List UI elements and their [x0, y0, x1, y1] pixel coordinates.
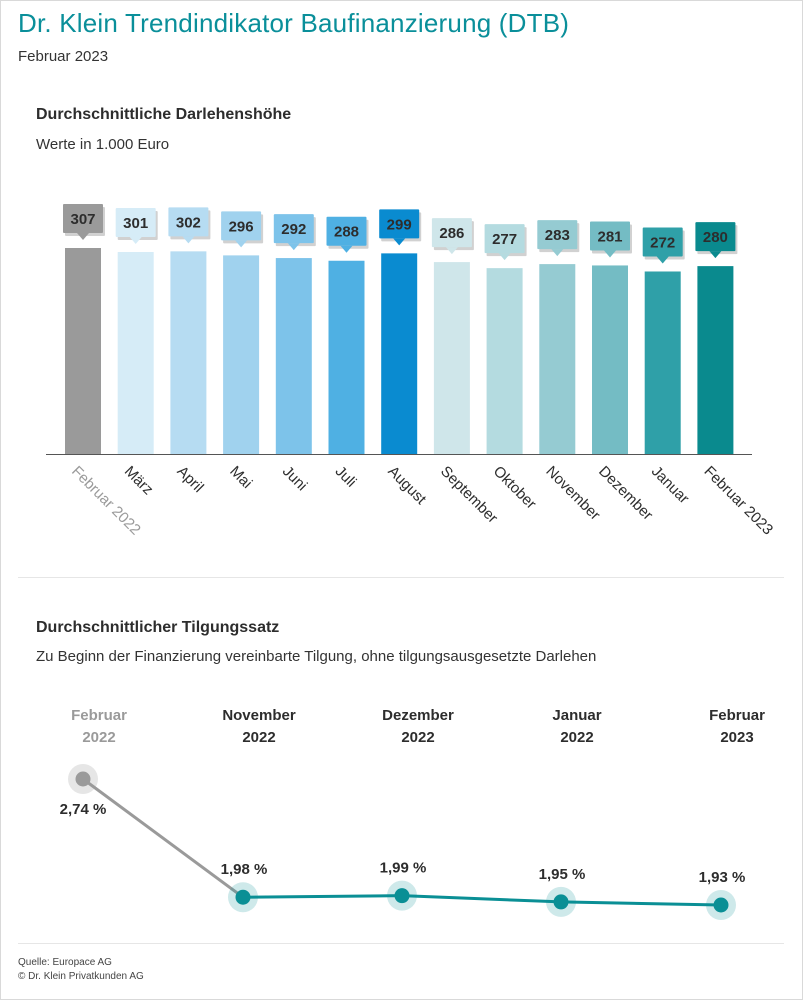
- bar-value-label: 281: [597, 228, 622, 245]
- point-value-label: 1,93 %: [699, 869, 746, 886]
- bar: [223, 255, 260, 454]
- bar-value-label: 283: [545, 227, 570, 244]
- bar: [539, 264, 576, 454]
- data-point: [713, 897, 729, 913]
- callout-box: [431, 218, 472, 248]
- period-label-line1: Dezember: [382, 707, 454, 724]
- callout-pointer: [129, 237, 142, 245]
- callout-box: [115, 208, 156, 238]
- bar: [328, 260, 365, 454]
- callout-box: [63, 204, 103, 233]
- callout-box: [642, 227, 683, 257]
- bar-value-label: 299: [387, 216, 412, 233]
- callout-pointer: [604, 250, 616, 258]
- bar-value-label: 307: [70, 211, 95, 228]
- footer-divider: [18, 943, 784, 944]
- bar-value-label: 302: [176, 214, 201, 231]
- callout-pointer: [393, 238, 406, 246]
- callout-pointer: [498, 253, 511, 261]
- bar-value-callout: 299: [379, 209, 422, 246]
- bar: [644, 271, 681, 454]
- series-line-current: [242, 894, 722, 907]
- line-chart: Februar 2022 November 2022 Dezember 2022 Janua…: [60, 707, 765, 920]
- period-label-line2: 2023: [720, 729, 753, 746]
- callout-box: [221, 211, 262, 241]
- bar-value-callout: 288: [326, 216, 369, 253]
- callout-pointer: [551, 249, 564, 257]
- callout-pointer: [709, 251, 722, 259]
- callout-pointer: [445, 247, 458, 255]
- point-value-label: 1,98 %: [221, 861, 268, 878]
- callout-pointer: [235, 240, 248, 248]
- bar: [170, 251, 207, 454]
- callout-box: [695, 222, 736, 252]
- bar-value-callout: 283: [537, 220, 580, 257]
- bar-value-label: 280: [703, 229, 728, 246]
- bar-value-label: 286: [439, 225, 464, 242]
- callout-box: [537, 220, 578, 250]
- callout-pointer: [287, 243, 300, 251]
- period-label-line2: 2022: [82, 729, 115, 746]
- point-value-label: 1,99 %: [380, 860, 427, 877]
- data-point: [394, 888, 410, 904]
- page-subtitle: Februar 2023: [18, 48, 109, 65]
- bar-value-callout: 281: [590, 221, 632, 258]
- bar-value-callout: 302: [168, 207, 211, 244]
- page-title: Dr. Klein Trendindikator Baufinanzierung…: [18, 8, 570, 38]
- bar-value-callout: 280: [695, 222, 738, 259]
- period-label-line1: Februar: [709, 707, 765, 724]
- bar-chart-subtitle: Werte in 1.000 Euro: [36, 136, 170, 153]
- callout-box: [168, 207, 209, 237]
- bar-value-callout: 301: [115, 208, 158, 245]
- callout-pointer: [340, 245, 353, 253]
- callout-box: [326, 216, 367, 246]
- period-label-line1: Januar: [552, 707, 601, 724]
- line-chart-subtitle: Zu Beginn der Finanzierung vereinbarte T…: [36, 648, 597, 665]
- footer-source: Quelle: Europace AG: [18, 957, 112, 968]
- period-label-line2: 2022: [401, 729, 434, 746]
- data-point: [75, 771, 91, 787]
- callout-box: [379, 209, 420, 239]
- callout-box: [484, 224, 525, 254]
- callout-pointer: [77, 233, 89, 240]
- bar: [275, 258, 312, 454]
- footer-copyright: © Dr. Klein Privatkunden AG: [18, 971, 144, 982]
- bar-value-label: 292: [281, 221, 306, 238]
- period-label-line2: 2022: [560, 729, 593, 746]
- line-chart-title: Durchschnittlicher Tilgungssatz: [36, 619, 280, 636]
- bar: [697, 266, 734, 454]
- section-divider: [18, 577, 784, 578]
- bar-value-callout: 296: [221, 211, 264, 248]
- callout-pointer: [656, 256, 669, 264]
- period-label-line1: November: [222, 707, 296, 724]
- bar-value-callout: 286: [431, 218, 474, 255]
- bar-value-label: 301: [123, 215, 148, 232]
- bar-value-label: 277: [492, 231, 517, 248]
- callout-box: [273, 214, 314, 244]
- data-point: [553, 894, 569, 910]
- callout-pointer: [182, 236, 195, 244]
- bar-value-callout: 277: [484, 224, 527, 261]
- bar-chart-title: Durchschnittliche Darlehenshöhe: [36, 106, 292, 123]
- bar: [592, 265, 628, 454]
- bar: [381, 253, 418, 454]
- bar-value-callout: 272: [642, 227, 685, 264]
- bar: [486, 268, 523, 454]
- bar: [65, 248, 101, 454]
- bar: [117, 252, 154, 454]
- data-point: [235, 889, 251, 905]
- bar: [433, 262, 470, 454]
- period-label-line1: Februar: [71, 707, 127, 724]
- bar-value-callout: 292: [273, 214, 316, 251]
- bar-value-label: 288: [334, 224, 359, 241]
- point-value-label: 1,95 %: [539, 866, 586, 883]
- callout-box: [590, 221, 630, 251]
- bar-value-label: 272: [650, 234, 675, 251]
- bar-value-callout: 307: [63, 204, 105, 240]
- point-value-label: 2,74 %: [60, 801, 107, 818]
- bar-value-label: 296: [229, 218, 254, 235]
- period-label-line2: 2022: [242, 729, 275, 746]
- series-line-past: [82, 777, 244, 899]
